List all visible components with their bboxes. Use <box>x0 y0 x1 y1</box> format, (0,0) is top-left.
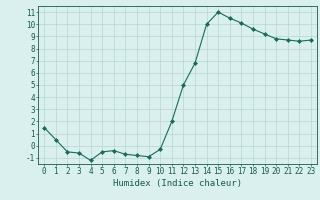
X-axis label: Humidex (Indice chaleur): Humidex (Indice chaleur) <box>113 179 242 188</box>
